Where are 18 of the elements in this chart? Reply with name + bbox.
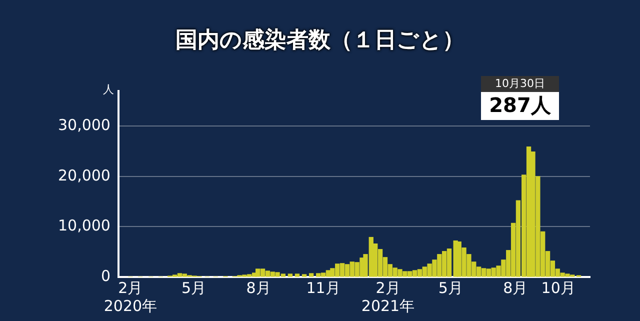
x-tick-label: 11月 bbox=[306, 278, 340, 297]
annotation: 287人 bbox=[489, 93, 552, 118]
text: 10月30日 bbox=[495, 76, 545, 90]
x-tick-label: 2月 2021年 bbox=[361, 278, 415, 315]
x-tick-label: 8月 bbox=[246, 278, 271, 297]
x-tick-label: 10月 bbox=[541, 278, 576, 297]
bar bbox=[302, 274, 307, 277]
y-axis-title: 人 bbox=[102, 83, 114, 96]
y-tick-label: 10,000 bbox=[58, 216, 110, 235]
y-tick-label: 30,000 bbox=[58, 116, 110, 134]
bar bbox=[308, 273, 314, 277]
x-tick-label: 8月 bbox=[503, 278, 528, 297]
x-tick-label: 5月 bbox=[182, 278, 206, 297]
bar bbox=[294, 274, 300, 277]
bar bbox=[288, 274, 293, 277]
chart-title: 国内の感染者数（１日ごと） bbox=[174, 27, 466, 55]
x-tick-label: 5月 bbox=[438, 278, 463, 297]
y-tick-label: 20,000 bbox=[58, 166, 110, 184]
